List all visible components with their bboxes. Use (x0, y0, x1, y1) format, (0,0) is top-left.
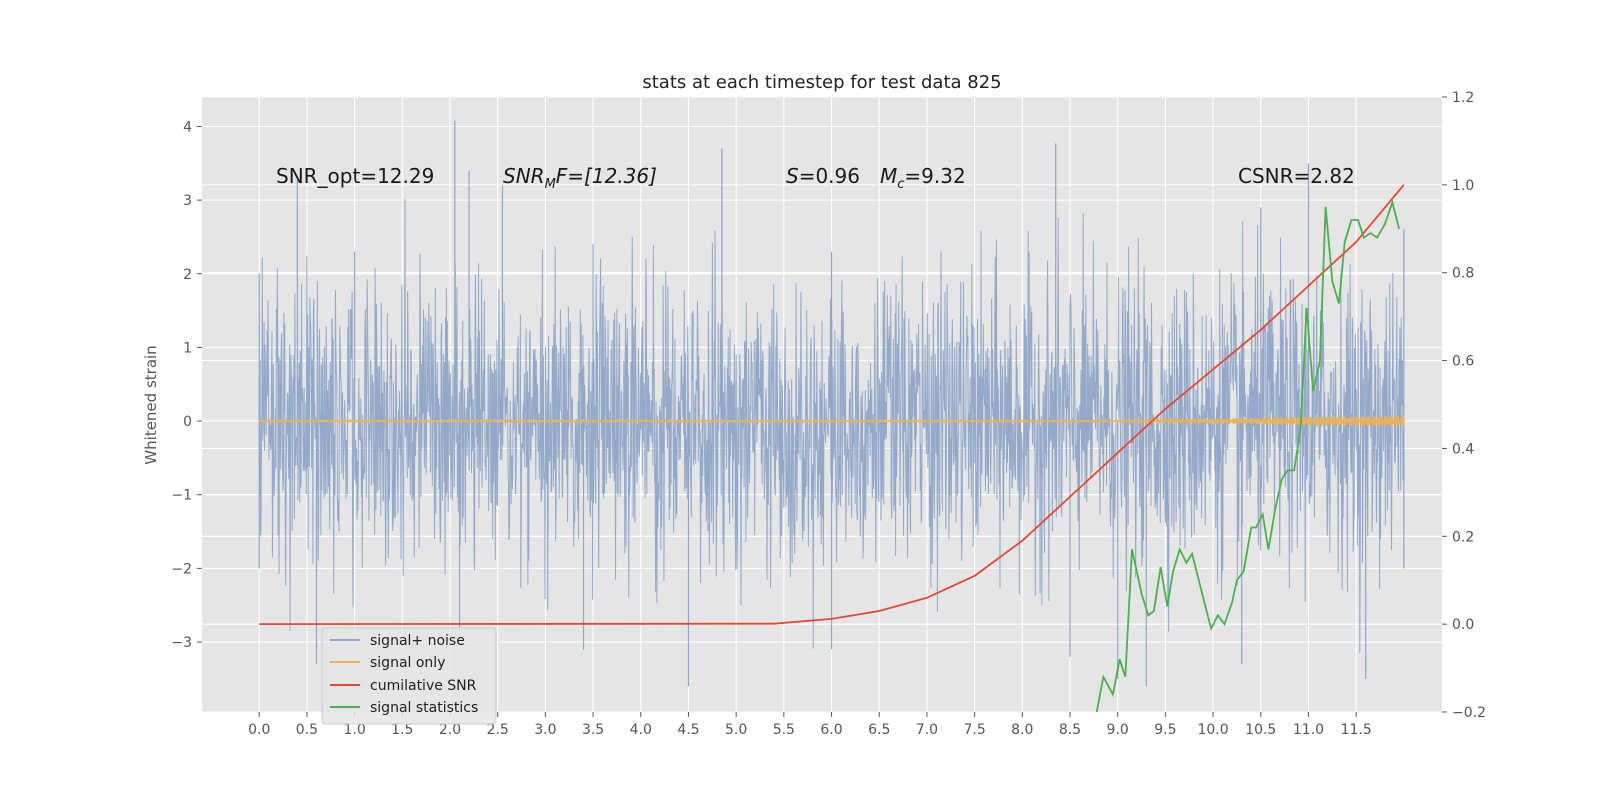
annotation-csnr: CSNR=2.82 (1238, 164, 1355, 188)
y2-tick-label: 0.0 (1452, 617, 1474, 633)
x-tick-label: 4.5 (677, 722, 699, 738)
y-axis-ticks: −3 −2 −1 0 1 2 3 4 (171, 119, 202, 651)
y-tick-label: 0 (183, 414, 192, 430)
legend: signal+ noise signal only cumilative SNR… (321, 627, 497, 725)
x-tick-label: 11.5 (1341, 722, 1372, 738)
x-tick-label: 1.0 (343, 722, 365, 738)
x-tick-label: 1.5 (391, 722, 413, 738)
y-tick-label: −2 (171, 561, 192, 577)
annotation-snr-mf-subscript: M (545, 177, 556, 192)
y2-tick-label: 0.2 (1452, 529, 1474, 545)
x-tick-label: 6.5 (868, 722, 890, 738)
x-tick-label: 5.0 (725, 722, 747, 738)
annotation-mc: Mc=9.32 (880, 164, 966, 192)
y2-tick-label: −0.2 (1452, 705, 1486, 721)
annotation-s: S=0.96 (786, 164, 860, 188)
y2-axis-ticks: −0.2 0.0 0.2 0.4 0.6 0.8 1.0 1.2 (1442, 90, 1486, 721)
y2-tick-label: 0.4 (1452, 441, 1474, 457)
annotation-snr-opt: SNR_opt=12.29 (276, 164, 434, 188)
x-tick-label: 11.0 (1293, 722, 1324, 738)
legend-label-signal-plus-noise: signal+ noise (370, 633, 465, 649)
y-tick-label: −1 (171, 488, 192, 504)
annotation-mc-value: =9.32 (904, 164, 965, 188)
x-tick-label: 10.5 (1245, 722, 1276, 738)
x-tick-label: 0.0 (248, 722, 270, 738)
legend-label-signal-only: signal only (370, 655, 445, 671)
annotation-mc-symbol: M (880, 164, 897, 188)
x-tick-label: 9.5 (1154, 722, 1176, 738)
y-tick-label: 1 (183, 340, 192, 356)
annotation-snr-mf: SNRMF=[12.36] (503, 164, 657, 192)
cumilative-snr-line (259, 184, 1405, 626)
series-cumilative-snr (259, 184, 1405, 626)
annotation-snr-mf-value: F=[12.36] (556, 164, 657, 188)
x-tick-label: 7.5 (963, 722, 985, 738)
signal-statistics-line (1095, 199, 1400, 713)
y-tick-label: 3 (183, 193, 192, 209)
y-tick-label: 4 (183, 119, 192, 135)
annotation-s-value: =0.96 (799, 164, 860, 188)
x-tick-label: 8.5 (1059, 722, 1081, 738)
y2-tick-label: 0.8 (1452, 266, 1474, 282)
x-tick-label: 5.5 (773, 722, 795, 738)
x-tick-label: 6.0 (820, 722, 842, 738)
x-tick-label: 8.0 (1011, 722, 1033, 738)
legend-label-cumilative-snr: cumilative SNR (370, 678, 477, 694)
legend-label-signal-statistics: signal statistics (370, 700, 478, 716)
y-tick-label: 2 (183, 267, 192, 283)
x-tick-label: 3.5 (582, 722, 604, 738)
annotation-s-symbol: S (786, 164, 799, 188)
x-tick-label: 3.0 (534, 722, 556, 738)
x-tick-label: 7.0 (916, 722, 938, 738)
x-axis-ticks: 0.0 0.5 1.0 1.5 2.0 2.5 3.0 3.5 4.0 4.5 5.0 5.5 6.0 6… (248, 712, 1372, 738)
x-tick-label: 10.0 (1197, 722, 1228, 738)
x-tick-label: 2.5 (487, 722, 509, 738)
x-tick-label: 2.0 (439, 722, 461, 738)
x-tick-label: 0.5 (296, 722, 318, 738)
legend-box (321, 627, 497, 725)
x-tick-label: 9.0 (1107, 722, 1129, 738)
annotation-mc-subscript: c (897, 177, 904, 192)
y2-tick-label: 1.0 (1452, 178, 1474, 194)
y2-tick-label: 1.2 (1452, 90, 1474, 106)
chart-title: stats at each timestep for test data 825 (642, 72, 1001, 93)
y-tick-label: −3 (171, 635, 192, 651)
signal-only-line (258, 415, 1405, 428)
annotation-snr-mf-symbol: SNR (503, 164, 545, 188)
series-signal-only (258, 415, 1405, 428)
y-axis-label: Whitened strain (142, 345, 160, 464)
series-signal-statistics (1095, 199, 1400, 713)
y2-tick-label: 0.6 (1452, 354, 1474, 370)
x-tick-label: 4.0 (630, 722, 652, 738)
series-signal-plus-noise (258, 120, 1405, 687)
